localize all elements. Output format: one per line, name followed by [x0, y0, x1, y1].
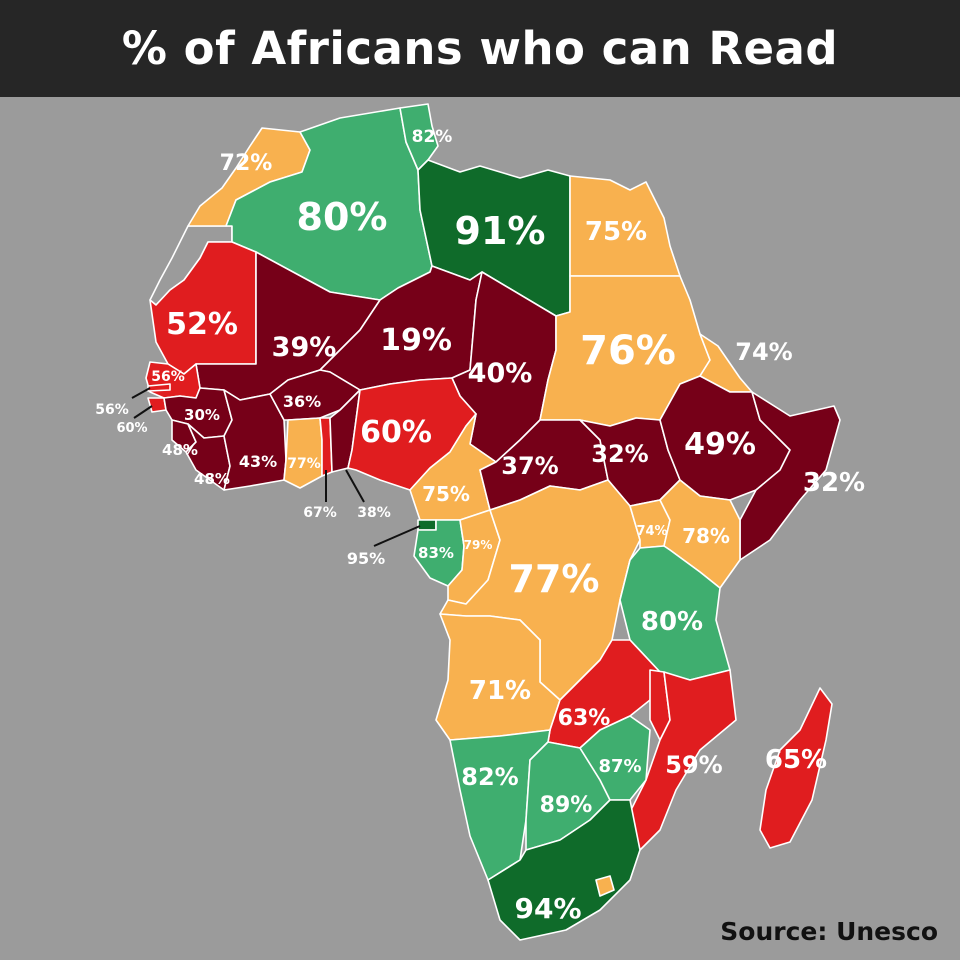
label-ivory-coast: 43%: [239, 452, 277, 471]
region-zimbabwe: [579, 715, 651, 801]
region-guinea-bissau: [147, 397, 167, 413]
region-ghana: [283, 417, 323, 489]
label-congo: 79%: [464, 538, 493, 552]
label-angola: 71%: [469, 676, 531, 706]
label-ghana: 77%: [287, 456, 321, 472]
label-niger: 19%: [380, 323, 452, 358]
region-gambia: [147, 383, 171, 392]
label-cameroon: 75%: [422, 482, 470, 506]
region-madagascar: [759, 687, 833, 849]
region-ivory-coast: [223, 389, 287, 491]
leader-line-benin: [345, 469, 365, 503]
label-egypt: 75%: [585, 217, 647, 247]
label-car: 37%: [501, 452, 558, 480]
label-mozambique: 59%: [665, 751, 722, 779]
label-zimbabwe: 87%: [598, 756, 641, 777]
label-mauritania: 52%: [166, 307, 238, 342]
label-chad: 40%: [468, 358, 533, 389]
region-south-africa: [487, 799, 641, 941]
label-ethiopia: 49%: [684, 427, 756, 462]
page-title: % of Africans who can Read: [121, 22, 839, 75]
label-burkina-faso: 36%: [283, 392, 321, 411]
label-nigeria: 60%: [360, 415, 432, 450]
region-kenya: [659, 479, 741, 589]
label-eritrea: 74%: [735, 338, 792, 366]
label-equatorial-guinea: 95%: [347, 549, 385, 568]
label-guinea: 30%: [184, 406, 220, 424]
label-botswana: 89%: [540, 793, 593, 818]
label-tunisia: 82%: [412, 127, 453, 147]
region-somalia: [739, 391, 841, 561]
label-libya: 91%: [455, 209, 546, 253]
label-drc: 77%: [509, 557, 600, 601]
leader-line-equatorial-guinea: [373, 525, 421, 547]
label-south-africa: 94%: [514, 892, 581, 925]
label-morocco: 72%: [220, 151, 273, 176]
label-gabon: 83%: [418, 544, 454, 562]
label-benin: 38%: [357, 505, 391, 521]
label-algeria: 80%: [297, 195, 388, 239]
label-togo: 67%: [303, 505, 337, 521]
label-zambia: 63%: [558, 706, 611, 731]
label-gambia: 56%: [95, 402, 129, 418]
leader-line-gambia: [131, 387, 151, 399]
label-namibia: 82%: [461, 763, 518, 791]
source-credit: Source: Unesco: [720, 917, 938, 946]
label-madagascar: 65%: [765, 745, 827, 775]
label-somalia: 32%: [803, 468, 865, 498]
region-lesotho: [595, 875, 615, 897]
label-liberia: 48%: [194, 470, 230, 488]
leader-line-guinea-bissau: [133, 405, 153, 419]
title-bar: % of Africans who can Read: [0, 0, 960, 97]
label-mali: 39%: [272, 332, 337, 363]
label-uganda: 74%: [636, 524, 667, 539]
label-south-sudan: 32%: [591, 440, 648, 468]
label-tanzania: 80%: [641, 607, 703, 637]
region-tunisia: [399, 103, 439, 171]
label-kenya: 78%: [682, 524, 730, 548]
label-sierra-leone: 48%: [162, 441, 198, 459]
label-guinea-bissau: 60%: [116, 421, 147, 436]
region-equatorial-guinea: [417, 519, 437, 531]
label-senegal: 56%: [151, 369, 185, 385]
region-mozambique: [629, 669, 737, 851]
label-sudan: 76%: [580, 328, 676, 374]
